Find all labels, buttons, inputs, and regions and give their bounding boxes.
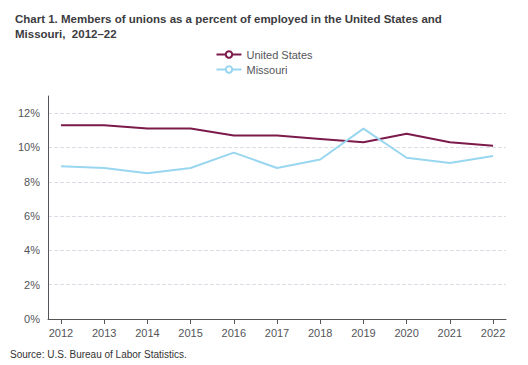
svg-text:6%: 6% <box>24 210 40 222</box>
svg-text:12%: 12% <box>18 107 40 119</box>
svg-text:2012: 2012 <box>49 327 73 339</box>
svg-text:2018: 2018 <box>308 327 332 339</box>
svg-text:2014: 2014 <box>135 327 159 339</box>
svg-text:2015: 2015 <box>178 327 202 339</box>
svg-text:Missouri: Missouri <box>246 64 287 76</box>
svg-text:2021: 2021 <box>438 327 462 339</box>
svg-text:2017: 2017 <box>265 327 289 339</box>
svg-text:2%: 2% <box>24 279 40 291</box>
svg-text:2022: 2022 <box>481 327 505 339</box>
svg-text:United States: United States <box>246 49 313 61</box>
svg-text:8%: 8% <box>24 176 40 188</box>
svg-text:10%: 10% <box>18 141 40 153</box>
svg-text:2013: 2013 <box>92 327 116 339</box>
svg-text:2016: 2016 <box>222 327 246 339</box>
svg-text:4%: 4% <box>24 244 40 256</box>
svg-text:Source: U.S. Bureau of Labor S: Source: U.S. Bureau of Labor Statistics. <box>10 349 187 360</box>
svg-text:0%: 0% <box>24 313 40 325</box>
svg-text:Missouri, 2012–22: Missouri, 2012–22 <box>15 28 117 40</box>
svg-text:2019: 2019 <box>351 327 375 339</box>
svg-text:2020: 2020 <box>394 327 418 339</box>
svg-text:Chart 1. Members of unions as: Chart 1. Members of unions as a percent … <box>15 13 442 25</box>
